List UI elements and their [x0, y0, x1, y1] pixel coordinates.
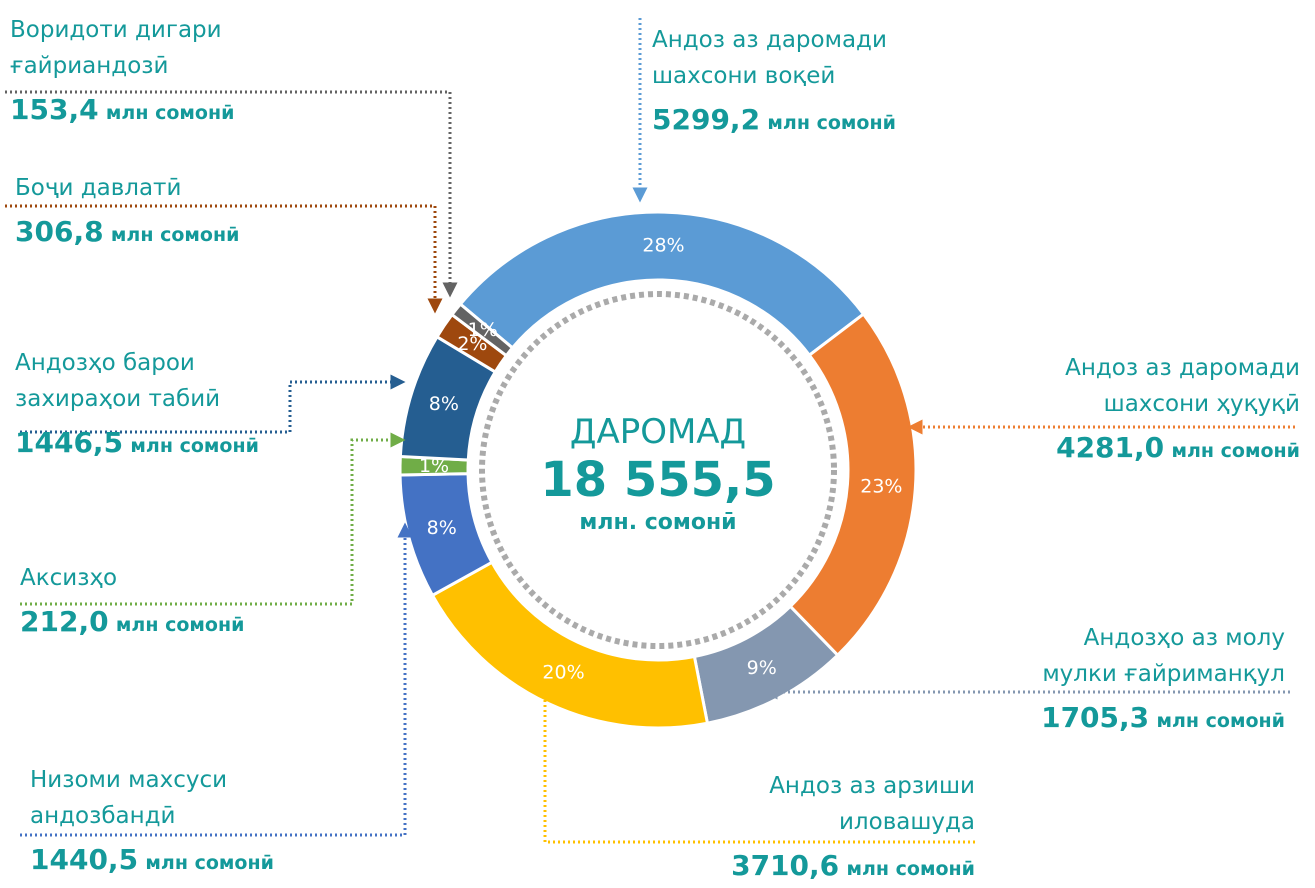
value-unit: млн сомонӣ: [767, 112, 896, 134]
leader-line: [5, 204, 443, 314]
value-unit: млн сомонӣ: [115, 614, 245, 636]
leader-line: [20, 522, 413, 837]
segment-value: 5299,2 млн сомонӣ: [652, 102, 972, 141]
segment-name: Боҷи давлатӣ: [15, 175, 182, 201]
segment-name: Низоми махсуси андозбандӣ: [30, 767, 228, 829]
percent-label: 23%: [860, 475, 902, 497]
segment-label: Андоз аз даромади шахсони ҳуқуқӣ 4281,0 м…: [980, 350, 1300, 469]
leader-line: [537, 680, 975, 844]
percent-label: 28%: [642, 235, 684, 257]
value-number: 4281,0: [1056, 431, 1165, 464]
segment-value: 4281,0 млн сомонӣ: [980, 430, 1300, 469]
segment-value: 212,0 млн сомонӣ: [20, 604, 270, 643]
leader-line: [20, 374, 406, 434]
value-number: 1440,5: [30, 843, 139, 876]
value-number: 1705,3: [1041, 701, 1150, 734]
percent-label: 1%: [419, 455, 449, 477]
segment-label: Аксизҳо 212,0 млн сомонӣ: [20, 560, 270, 643]
value-number: 3710,6: [731, 849, 840, 882]
percent-label: 20%: [542, 662, 584, 684]
value-unit: млн сомонӣ: [145, 852, 274, 874]
donut-segment: [430, 560, 710, 730]
leader-line: [20, 432, 406, 606]
percent-label: 2%: [457, 333, 487, 355]
segment-name: Андоз аз даромади шахсони воқеӣ: [652, 27, 887, 89]
percent-label: 8%: [429, 393, 459, 415]
value-number: 5299,2: [652, 103, 761, 136]
segment-value: 1440,5 млн сомонӣ: [30, 842, 280, 881]
value-number: 212,0: [20, 605, 109, 638]
segment-label: Боҷи давлатӣ 306,8 млн сомонӣ: [15, 170, 295, 253]
segment-name: Андозҳо аз молу мулки ғайриманқул: [1042, 625, 1285, 687]
segment-value: 1705,3 млн сомонӣ: [1005, 700, 1285, 739]
segment-value: 306,8 млн сомонӣ: [15, 214, 295, 253]
segment-value: 153,4 млн сомонӣ: [10, 92, 280, 131]
value-unit: млн сомонӣ: [1156, 710, 1285, 732]
percent-label: 9%: [747, 657, 777, 679]
segment-name: Андоз аз арзиши иловашуда: [769, 773, 975, 835]
donut-segment: [449, 302, 515, 358]
percent-label: 1%: [468, 319, 498, 341]
value-number: 153,4: [10, 93, 99, 126]
segment-label: Андоз аз арзиши иловашуда 3710,6 млн сомо…: [705, 768, 975, 887]
value-unit: млн сомонӣ: [846, 858, 975, 880]
segment-label: Андозҳо барои захираҳои табиӣ 1446,5 млн …: [15, 345, 275, 464]
inner-ring: [479, 291, 837, 649]
segment-label: Воридоти дигари ғайриандозӣ 153,4 млн сом…: [10, 12, 280, 131]
segment-value: 3710,6 млн сомонӣ: [705, 848, 975, 887]
center-title: ДАРОМАД: [569, 412, 747, 452]
leader-line: [5, 90, 458, 298]
segment-label: Андоз аз даромади шахсони воқеӣ 5299,2 мл…: [652, 22, 972, 141]
segment-name: Андозҳо барои захираҳои табиӣ: [15, 350, 221, 412]
percent-label: 8%: [427, 517, 457, 539]
value-unit: млн сомонӣ: [130, 435, 259, 457]
segment-name: Андоз аз даромади шахсони ҳуқуқӣ: [1065, 355, 1300, 417]
segment-value: 1446,5 млн сомонӣ: [15, 425, 275, 464]
center-unit: млн. сомонӣ: [579, 510, 737, 535]
value-number: 1446,5: [15, 426, 124, 459]
segment-label: Андозҳо аз молу мулки ғайриманқул 1705,3 …: [1005, 620, 1285, 739]
value-unit: млн сомонӣ: [110, 224, 240, 246]
segment-name: Воридоти дигари ғайриандозӣ: [10, 17, 222, 79]
center-total: 18 555,5: [540, 452, 776, 508]
donut-segment: [458, 210, 866, 358]
segment-label: Низоми махсуси андозбандӣ 1440,5 млн сомо…: [30, 762, 280, 881]
value-unit: млн сомонӣ: [1171, 440, 1300, 462]
value-number: 306,8: [15, 215, 104, 248]
segment-name: Аксизҳо: [20, 565, 118, 591]
value-unit: млн сомонӣ: [105, 102, 235, 124]
